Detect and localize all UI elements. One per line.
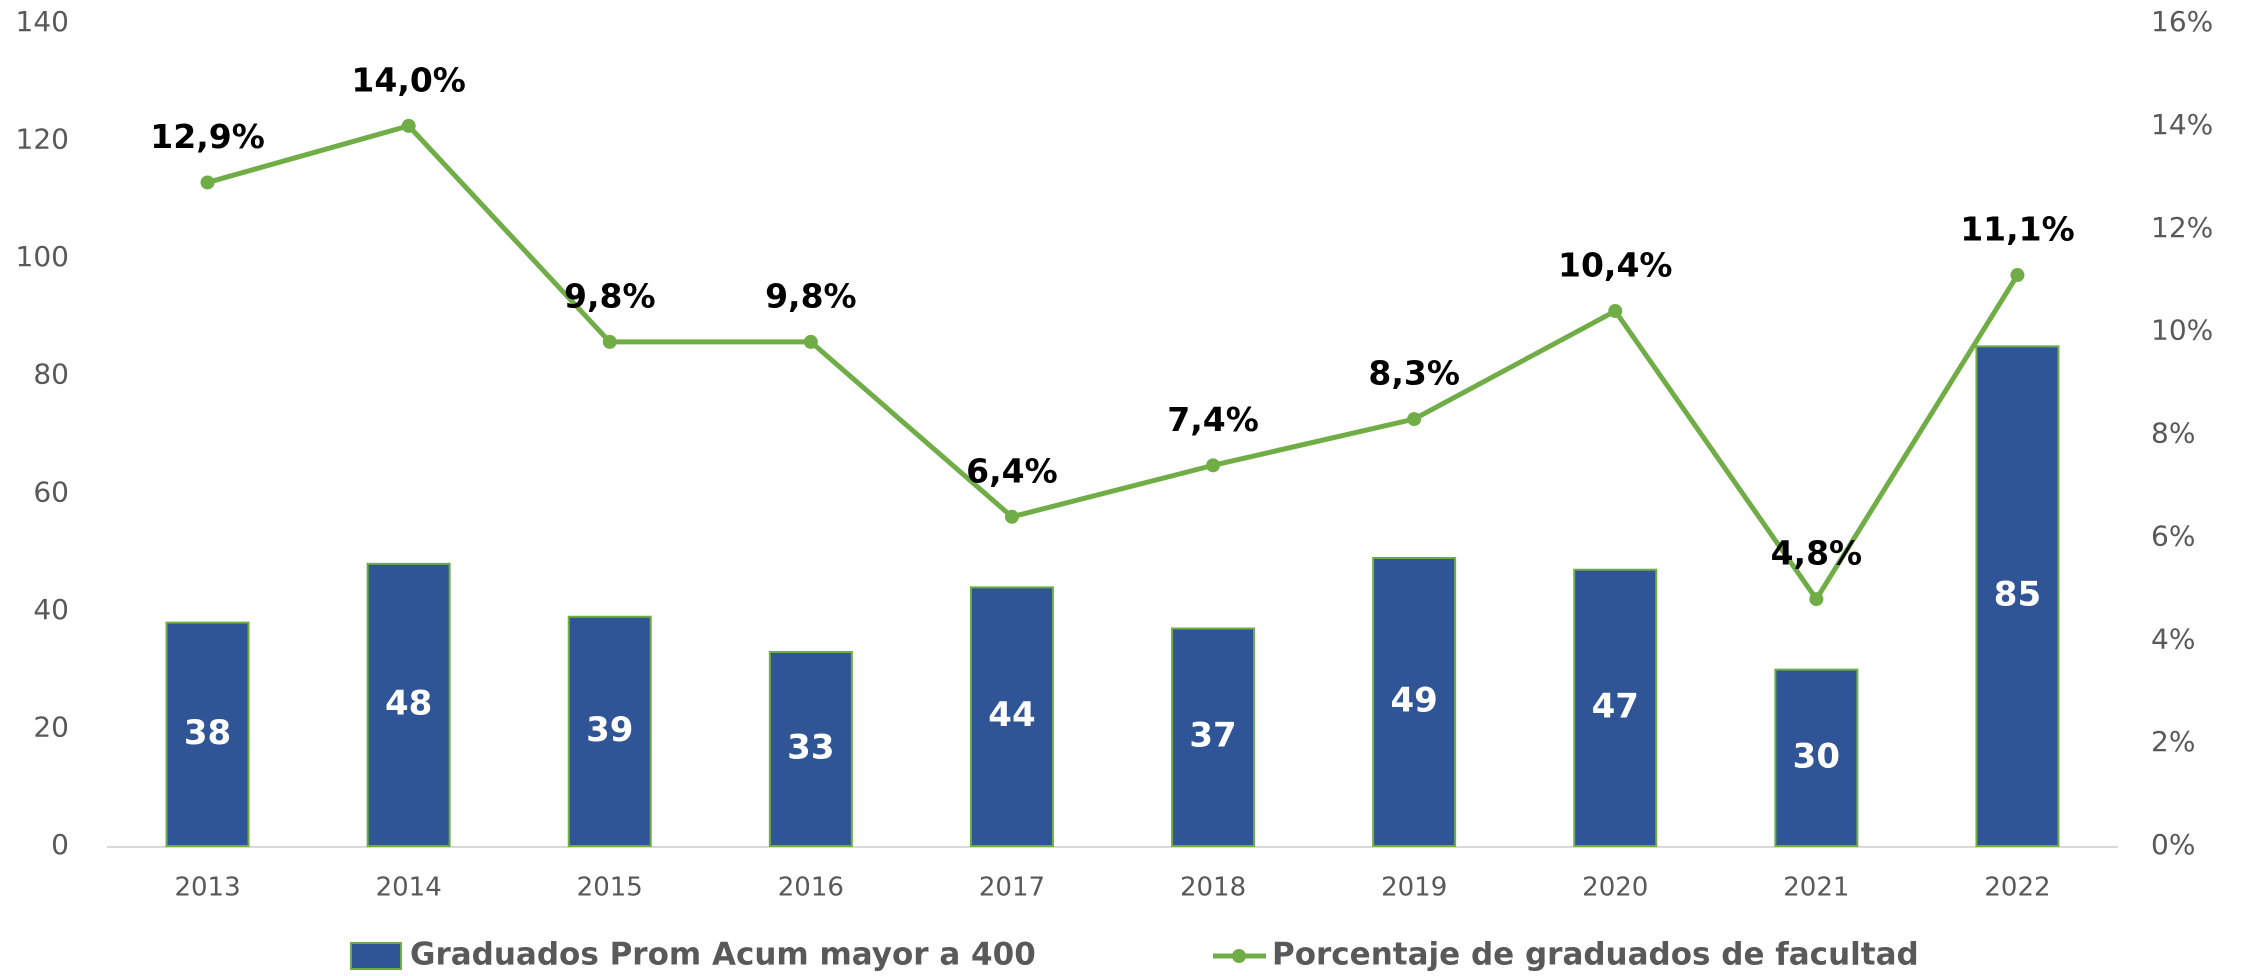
- line-value-label: 7,4%: [1167, 400, 1259, 439]
- y2-tick-label: 2%: [2151, 725, 2195, 758]
- line-point: [2010, 268, 2025, 283]
- line-value-label: 14,0%: [351, 60, 466, 99]
- line-point: [602, 334, 617, 349]
- x-tick-label: 2022: [1984, 873, 2050, 903]
- bar-value-label: 48: [385, 683, 432, 723]
- x-tick-label: 2019: [1381, 873, 1447, 903]
- bar-value-label: 38: [184, 713, 231, 753]
- bar-value-label: 49: [1390, 680, 1437, 720]
- y-tick-label: 60: [33, 475, 69, 508]
- line-value-label: 8,3%: [1368, 354, 1460, 393]
- line-point: [1407, 412, 1422, 427]
- y-tick-label: 80: [33, 358, 69, 391]
- y2-tick-label: 16%: [2151, 5, 2213, 38]
- bar-value-label: 30: [1793, 736, 1840, 776]
- line-point: [1809, 592, 1824, 607]
- y2-tick-label: 8%: [2151, 417, 2195, 450]
- bar: [1171, 627, 1256, 847]
- line-value-label: 11,1%: [1960, 210, 2075, 249]
- line-value-label: 9,8%: [564, 276, 656, 315]
- x-tick-label: 2021: [1783, 873, 1849, 903]
- x-tick-label: 2020: [1582, 873, 1648, 903]
- bar-value-label: 44: [988, 695, 1035, 735]
- y2-tick-label: 4%: [2151, 622, 2195, 655]
- bar: [1372, 556, 1457, 847]
- y-tick-label: 0: [51, 828, 69, 861]
- y-tick-label: 120: [16, 123, 69, 156]
- line-point: [803, 334, 818, 349]
- y2-tick-label: 0%: [2151, 828, 2195, 861]
- line-point: [1004, 509, 1019, 524]
- x-tick-label: 2014: [376, 873, 442, 903]
- bar: [567, 615, 652, 847]
- line-value-label: 6,4%: [966, 451, 1058, 490]
- bar-value-label: 39: [586, 710, 633, 750]
- x-tick-label: 2015: [577, 873, 643, 903]
- y2-tick-label: 6%: [2151, 519, 2195, 552]
- x-tick-label: 2018: [1180, 873, 1246, 903]
- bar-value-label: 33: [787, 728, 834, 768]
- y2-tick-label: 12%: [2151, 211, 2213, 244]
- y2-tick-label: 14%: [2151, 108, 2213, 141]
- line-point: [401, 118, 416, 133]
- bar: [366, 562, 451, 847]
- bar: [1975, 345, 2060, 847]
- line-point: [1608, 304, 1623, 319]
- x-tick-label: 2013: [174, 873, 240, 903]
- y-tick-label: 40: [33, 593, 69, 626]
- line-value-label: 12,9%: [150, 117, 265, 156]
- line-value-label: 10,4%: [1558, 246, 1673, 285]
- bar: [1774, 668, 1859, 848]
- legend-label: Graduados Prom Acum mayor a 400: [410, 937, 1036, 973]
- bar: [768, 651, 853, 847]
- y-tick-label: 100: [16, 240, 69, 273]
- bar-value-label: 37: [1189, 716, 1236, 756]
- bar: [1573, 568, 1658, 847]
- x-tick-label: 2017: [979, 873, 1045, 903]
- bar-value-label: 47: [1592, 686, 1639, 726]
- line-value-label: 4,8%: [1771, 534, 1863, 573]
- line: [206, 123, 2020, 602]
- bar: [165, 621, 250, 847]
- legend-swatch-marker: [1232, 949, 1246, 963]
- legend-swatch: [350, 942, 402, 970]
- y-tick-label: 20: [33, 710, 69, 743]
- line-point: [1206, 458, 1221, 473]
- x-tick-label: 2016: [778, 873, 844, 903]
- legend-label: Porcentaje de graduados de facultad: [1272, 937, 1919, 973]
- bar: [969, 586, 1054, 847]
- y-tick-label: 140: [16, 5, 69, 38]
- line-point: [200, 175, 215, 190]
- line-value-label: 9,8%: [765, 276, 857, 315]
- y2-tick-label: 10%: [2151, 314, 2213, 347]
- bar-value-label: 85: [1994, 575, 2041, 615]
